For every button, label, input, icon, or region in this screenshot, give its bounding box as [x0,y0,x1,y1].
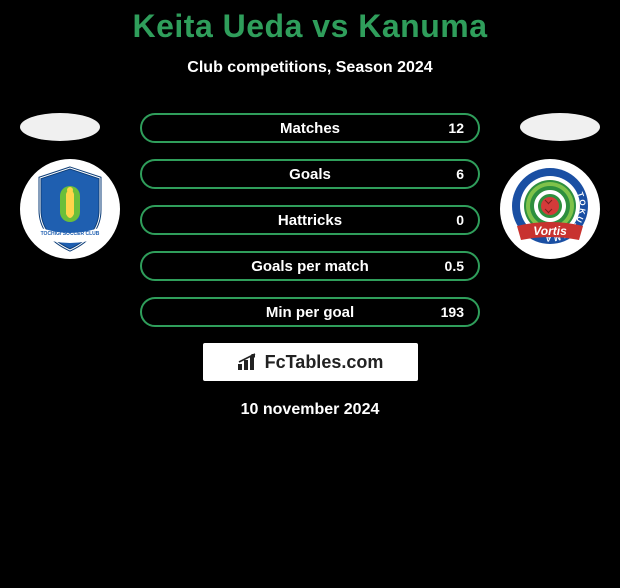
tokushima-vortis-crest-icon: TOKUSHIMA Vortis [505,164,595,254]
brand-text: FcTables.com [265,352,384,373]
tochigi-sc-crest-icon: TOCHIGI SOCCER CLUB [30,164,110,254]
stat-label: Hattricks [278,212,342,229]
stat-row-matches: Matches 12 [140,113,480,143]
brand-link[interactable]: FcTables.com [203,343,418,381]
stat-value-right: 193 [441,304,464,320]
stat-row-hattricks: Hattricks 0 [140,205,480,235]
stat-label: Matches [280,120,340,137]
svg-text:TOCHIGI SOCCER CLUB: TOCHIGI SOCCER CLUB [41,231,100,237]
stat-label: Min per goal [266,304,354,321]
comparison-panel: TOCHIGI SOCCER CLUB TOKUSHIMA Vortis Mat… [0,113,620,419]
stat-row-goals: Goals 6 [140,159,480,189]
crest-right: TOKUSHIMA Vortis [500,159,600,259]
stat-value-right: 6 [456,166,464,182]
stat-row-gpm: Goals per match 0.5 [140,251,480,281]
player-ellipse-right [520,113,600,141]
footer-date: 10 november 2024 [0,401,620,419]
page-title: Keita Ueda vs Kanuma [0,8,620,45]
page-subtitle: Club competitions, Season 2024 [0,59,620,77]
stat-label: Goals [289,166,331,183]
stat-row-mpg: Min per goal 193 [140,297,480,327]
crest-left: TOCHIGI SOCCER CLUB [20,159,120,259]
stat-value-right: 0.5 [445,258,464,274]
bar-chart-arrow-icon [237,353,259,371]
stat-label: Goals per match [251,258,369,275]
svg-text:Vortis: Vortis [533,224,567,238]
stat-value-right: 12 [448,120,464,136]
stat-value-right: 0 [456,212,464,228]
player-ellipse-left [20,113,100,141]
stat-rows: Matches 12 Goals 6 Hattricks 0 Goals per… [140,113,480,327]
